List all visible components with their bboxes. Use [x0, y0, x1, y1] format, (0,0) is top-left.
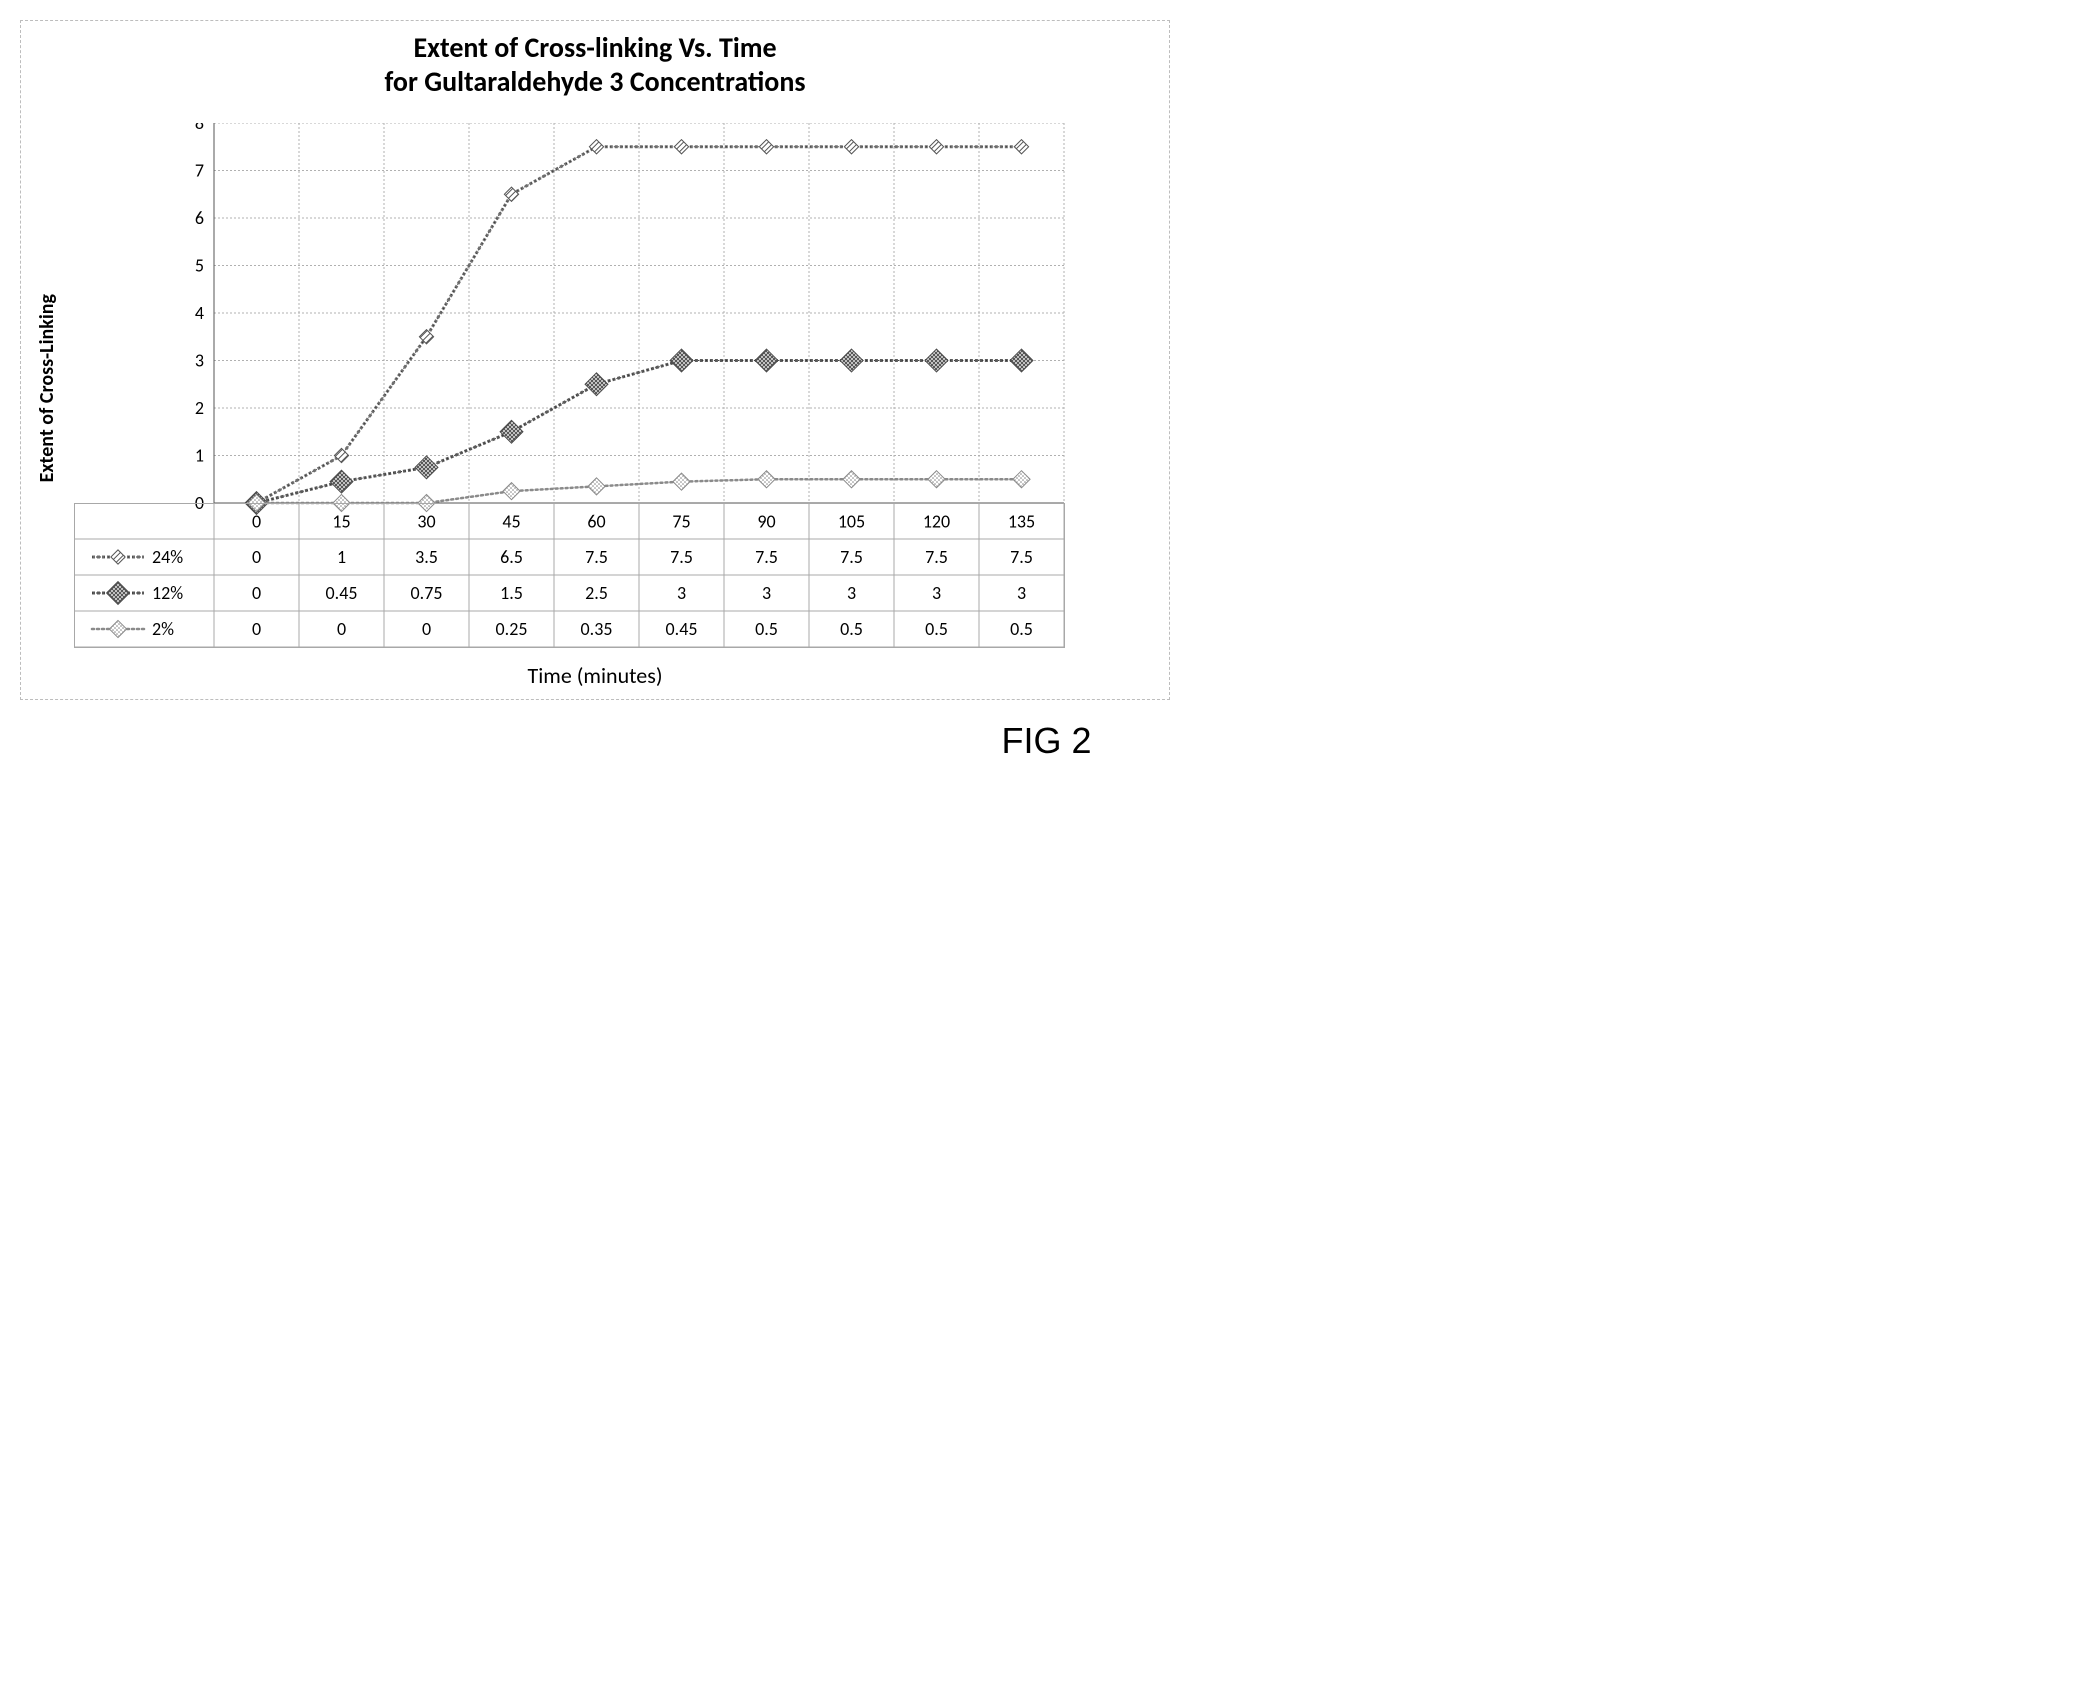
x-tick-label: 120 [923, 511, 950, 533]
y-tick-label: 2 [195, 397, 204, 419]
x-tick-label: 15 [332, 511, 350, 533]
data-cell: 0 [422, 618, 431, 640]
x-axis-label: Time (minutes) [35, 662, 1155, 689]
x-tick-label: 30 [417, 511, 435, 533]
data-cell: 3 [847, 582, 856, 604]
legend-entry: 2% [92, 618, 174, 640]
y-tick-label: 3 [195, 350, 204, 372]
data-cell: 0.5 [925, 618, 948, 640]
chart-title: Extent of Cross-linking Vs. Timefor Gult… [35, 31, 1155, 98]
y-tick-label: 5 [195, 255, 204, 277]
y-axis-label: Extent of Cross-Linking [35, 294, 59, 482]
data-cell: 0.35 [581, 618, 613, 640]
data-cell: 3 [932, 582, 941, 604]
data-cell: 7.5 [1010, 546, 1033, 568]
data-cell: 0.45 [326, 582, 358, 604]
data-cell: 1 [337, 546, 346, 568]
x-tick-label: 135 [1008, 511, 1035, 533]
x-tick-label: 90 [757, 511, 775, 533]
chart-svg-container: 012345678015304560759010512013524%013.56… [74, 123, 1066, 654]
y-tick-label: 8 [195, 123, 204, 134]
data-cell: 0.25 [496, 618, 528, 640]
data-cell: 7.5 [840, 546, 863, 568]
chart-svg: 012345678015304560759010512013524%013.56… [74, 123, 1066, 649]
data-cell: 0.75 [411, 582, 443, 604]
data-cell: 7.5 [585, 546, 608, 568]
y-tick-label: 1 [195, 445, 204, 467]
x-tick-label: 75 [672, 511, 690, 533]
data-cell: 0.45 [666, 618, 698, 640]
data-cell: 2.5 [585, 582, 608, 604]
legend-label: 2% [152, 618, 174, 640]
y-tick-label: 4 [195, 302, 204, 324]
data-cell: 3.5 [415, 546, 438, 568]
data-cell: 3 [762, 582, 771, 604]
chart-frame: Extent of Cross-linking Vs. Timefor Gult… [20, 20, 1170, 700]
y-tick-label: 6 [195, 207, 204, 229]
data-cell: 7.5 [755, 546, 778, 568]
y-tick-label: 7 [195, 160, 204, 182]
data-cell: 0.5 [1010, 618, 1033, 640]
data-cell: 6.5 [500, 546, 523, 568]
data-cell: 7.5 [670, 546, 693, 568]
legend-entry: 24% [92, 546, 183, 568]
x-tick-label: 0 [252, 511, 261, 533]
data-cell: 3 [1017, 582, 1026, 604]
data-cell: 3 [677, 582, 686, 604]
data-cell: 1.5 [500, 582, 523, 604]
data-cell: 0 [337, 618, 346, 640]
legend-entry: 12% [92, 582, 183, 605]
data-cell: 0 [252, 582, 261, 604]
legend-label: 24% [152, 546, 183, 568]
figure-label: FIG 2 [0, 720, 2093, 762]
data-cell: 0.5 [840, 618, 863, 640]
data-cell: 0.5 [755, 618, 778, 640]
data-cell: 7.5 [925, 546, 948, 568]
x-tick-label: 45 [502, 511, 520, 533]
data-cell: 0 [252, 618, 261, 640]
x-tick-label: 60 [587, 511, 605, 533]
data-cell: 0 [252, 546, 261, 568]
x-tick-label: 105 [838, 511, 865, 533]
legend-label: 12% [152, 582, 183, 604]
